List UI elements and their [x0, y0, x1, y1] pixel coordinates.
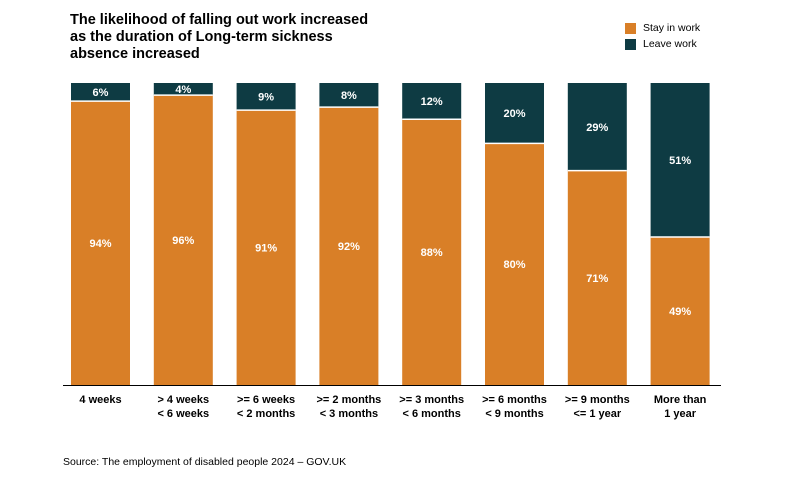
- bar-stay-7: [650, 237, 710, 385]
- legend-label-leave: Leave work: [643, 38, 697, 50]
- category-label-4-1: < 6 months: [403, 408, 461, 420]
- bar-leave-3: [319, 83, 379, 108]
- category-label-2-0: >= 6 weeks: [237, 394, 295, 406]
- legend-label-stay: Stay in work: [643, 22, 701, 34]
- legend-item-stay: Stay in work: [625, 20, 700, 36]
- legend-swatch-stay: [625, 22, 636, 34]
- category-label-1-0: > 4 weeks: [157, 394, 209, 406]
- label-stay-7: 49%: [669, 306, 691, 318]
- category-label-3-0: >= 2 months: [317, 394, 382, 406]
- bar-leave-1: [153, 83, 213, 96]
- category-label-7-0: More than: [654, 394, 707, 406]
- label-stay-4: 88%: [421, 247, 443, 259]
- bar-stay-3: [319, 107, 379, 385]
- category-label-4-0: >= 3 months: [399, 394, 464, 406]
- bar-leave-4: [402, 83, 462, 120]
- bar-stay-0: [71, 101, 130, 386]
- category-label-1-1: < 6 weeks: [157, 408, 209, 420]
- bar-leave-2: [236, 83, 296, 111]
- chart-title: The likelihood of falling out work incre…: [70, 12, 369, 62]
- label-stay-0: 94%: [89, 238, 111, 250]
- label-leave-0: 6%: [93, 87, 109, 99]
- bar-stay-6: [567, 170, 627, 385]
- category-label-5-0: >= 6 months: [482, 394, 547, 406]
- legend-item-leave: Leave work: [625, 36, 700, 52]
- category-label-3-1: < 3 months: [320, 408, 378, 420]
- label-stay-3: 92%: [338, 241, 360, 253]
- category-label-0-0: 4 weeks: [79, 394, 121, 406]
- legend-swatch-leave: [625, 38, 636, 50]
- label-stay-2: 91%: [255, 243, 277, 255]
- bar-leave-5: [485, 83, 544, 144]
- label-leave-2: 9%: [258, 92, 274, 104]
- bar-leave-7: [650, 83, 710, 238]
- label-leave-5: 20%: [503, 108, 525, 120]
- source-note: Source: The employment of disabled peopl…: [63, 456, 347, 468]
- label-stay-6: 71%: [586, 273, 608, 285]
- bar-stay-4: [402, 119, 462, 386]
- label-leave-4: 12%: [421, 96, 443, 108]
- category-label-6-1: <= 1 year: [573, 408, 621, 420]
- bar-stay-5: [485, 143, 544, 385]
- category-label-6-0: >= 9 months: [565, 394, 630, 406]
- bar-stay-2: [236, 110, 296, 386]
- label-leave-6: 29%: [586, 122, 608, 134]
- label-stay-1: 96%: [172, 235, 194, 247]
- category-label-2-1: < 2 months: [237, 408, 295, 420]
- bar-leave-6: [567, 83, 627, 171]
- label-leave-7: 51%: [669, 155, 691, 167]
- label-leave-3: 8%: [341, 90, 357, 102]
- bar-leave-0: [71, 83, 130, 102]
- bar-stay-1: [153, 95, 213, 385]
- category-label-5-1: < 9 months: [485, 408, 543, 420]
- legend: Stay in work Leave work: [625, 20, 700, 52]
- label-leave-1: 4%: [175, 84, 191, 96]
- label-stay-5: 80%: [503, 259, 525, 271]
- category-label-7-1: 1 year: [664, 408, 697, 420]
